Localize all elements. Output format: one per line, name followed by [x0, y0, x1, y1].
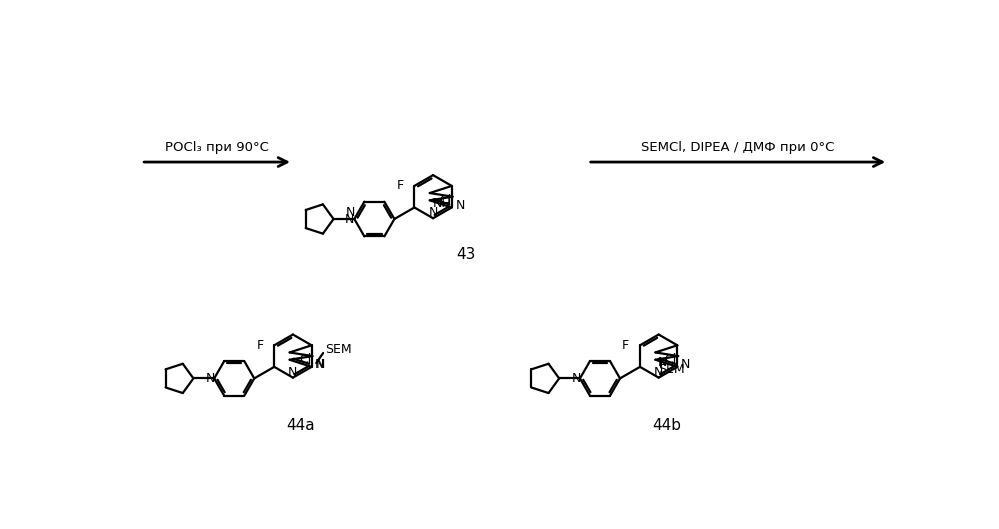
Text: N: N — [654, 366, 663, 379]
Text: N: N — [429, 206, 438, 220]
Text: NH: NH — [433, 197, 452, 210]
Text: 44b: 44b — [652, 418, 681, 433]
Text: SEMCl, DIPEA / ДМФ при 0°C: SEMCl, DIPEA / ДМФ при 0°C — [641, 141, 835, 153]
Text: N: N — [571, 372, 581, 385]
Text: Cl: Cl — [664, 353, 677, 366]
Text: N: N — [346, 206, 356, 220]
Text: N: N — [345, 213, 355, 225]
Text: N: N — [681, 358, 690, 371]
Text: N: N — [657, 357, 667, 369]
Text: N: N — [315, 358, 324, 371]
Text: POCl₃ при 90°C: POCl₃ при 90°C — [165, 141, 269, 153]
Text: SEM: SEM — [326, 343, 352, 357]
Text: SEM: SEM — [657, 363, 684, 376]
Text: F: F — [397, 179, 404, 193]
Text: F: F — [257, 339, 264, 352]
Text: N: N — [206, 372, 216, 385]
Text: Cl: Cl — [299, 353, 311, 366]
Text: 44a: 44a — [287, 418, 315, 433]
Text: F: F — [622, 339, 629, 352]
Text: Cl: Cl — [439, 194, 452, 207]
Text: 43: 43 — [457, 247, 476, 262]
Text: N: N — [316, 358, 325, 371]
Text: N: N — [289, 366, 298, 379]
Text: N: N — [456, 199, 465, 212]
